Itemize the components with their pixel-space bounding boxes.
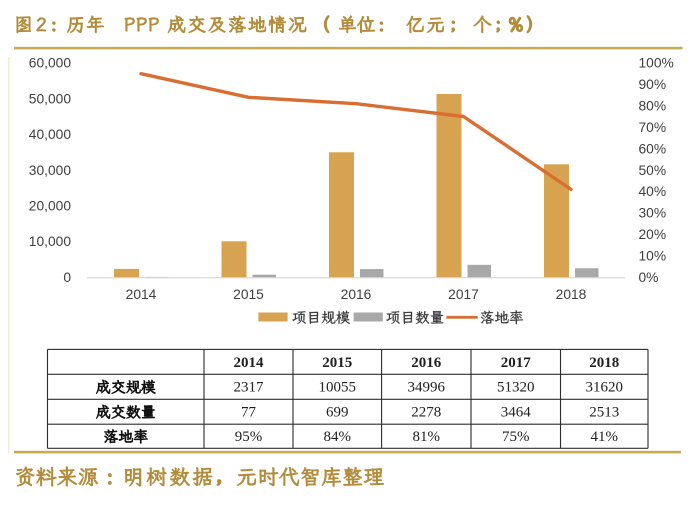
svg-text:50,000: 50,000	[29, 91, 72, 106]
svg-text:51320: 51320	[497, 380, 535, 396]
svg-text:2017: 2017	[448, 287, 479, 302]
svg-text:80%: 80%	[639, 99, 667, 114]
svg-text:2317: 2317	[234, 380, 265, 396]
svg-text:50%: 50%	[639, 163, 667, 178]
svg-text:2014: 2014	[234, 355, 265, 371]
svg-text:31620: 31620	[585, 380, 623, 396]
svg-text:2015: 2015	[233, 287, 264, 302]
svg-text:30,000: 30,000	[29, 163, 72, 178]
svg-text:40,000: 40,000	[29, 127, 72, 142]
svg-text:75%: 75%	[502, 429, 530, 445]
svg-text:41%: 41%	[590, 429, 618, 445]
svg-text:84%: 84%	[324, 429, 352, 445]
svg-text:2016: 2016	[411, 355, 442, 371]
svg-text:10,000: 10,000	[29, 234, 72, 249]
svg-text:699: 699	[326, 405, 349, 421]
svg-text:2018: 2018	[589, 355, 619, 371]
svg-text:2014: 2014	[126, 287, 157, 302]
svg-text:10%: 10%	[639, 249, 667, 264]
svg-text:20,000: 20,000	[29, 199, 72, 214]
svg-text:77: 77	[241, 405, 257, 421]
svg-text:34996: 34996	[408, 380, 446, 396]
svg-text:60%: 60%	[639, 141, 667, 156]
svg-text:3464: 3464	[501, 405, 532, 421]
svg-text:0%: 0%	[639, 270, 659, 285]
svg-text:30%: 30%	[639, 206, 667, 221]
svg-text:20%: 20%	[639, 227, 667, 242]
svg-text:90%: 90%	[639, 77, 667, 92]
svg-text:95%: 95%	[235, 429, 263, 445]
svg-text:10055: 10055	[319, 380, 357, 396]
svg-text:2018: 2018	[556, 287, 587, 302]
svg-text:81%: 81%	[413, 429, 441, 445]
svg-text:40%: 40%	[639, 184, 667, 199]
svg-text:2513: 2513	[589, 405, 619, 421]
svg-text:2015: 2015	[322, 355, 352, 371]
svg-text:2017: 2017	[501, 355, 532, 371]
svg-text:0: 0	[63, 270, 71, 285]
svg-text:2016: 2016	[341, 287, 372, 302]
svg-text:2278: 2278	[411, 405, 441, 421]
svg-text:100%: 100%	[639, 56, 674, 71]
svg-text:60,000: 60,000	[29, 56, 72, 71]
svg-text:70%: 70%	[639, 120, 667, 135]
